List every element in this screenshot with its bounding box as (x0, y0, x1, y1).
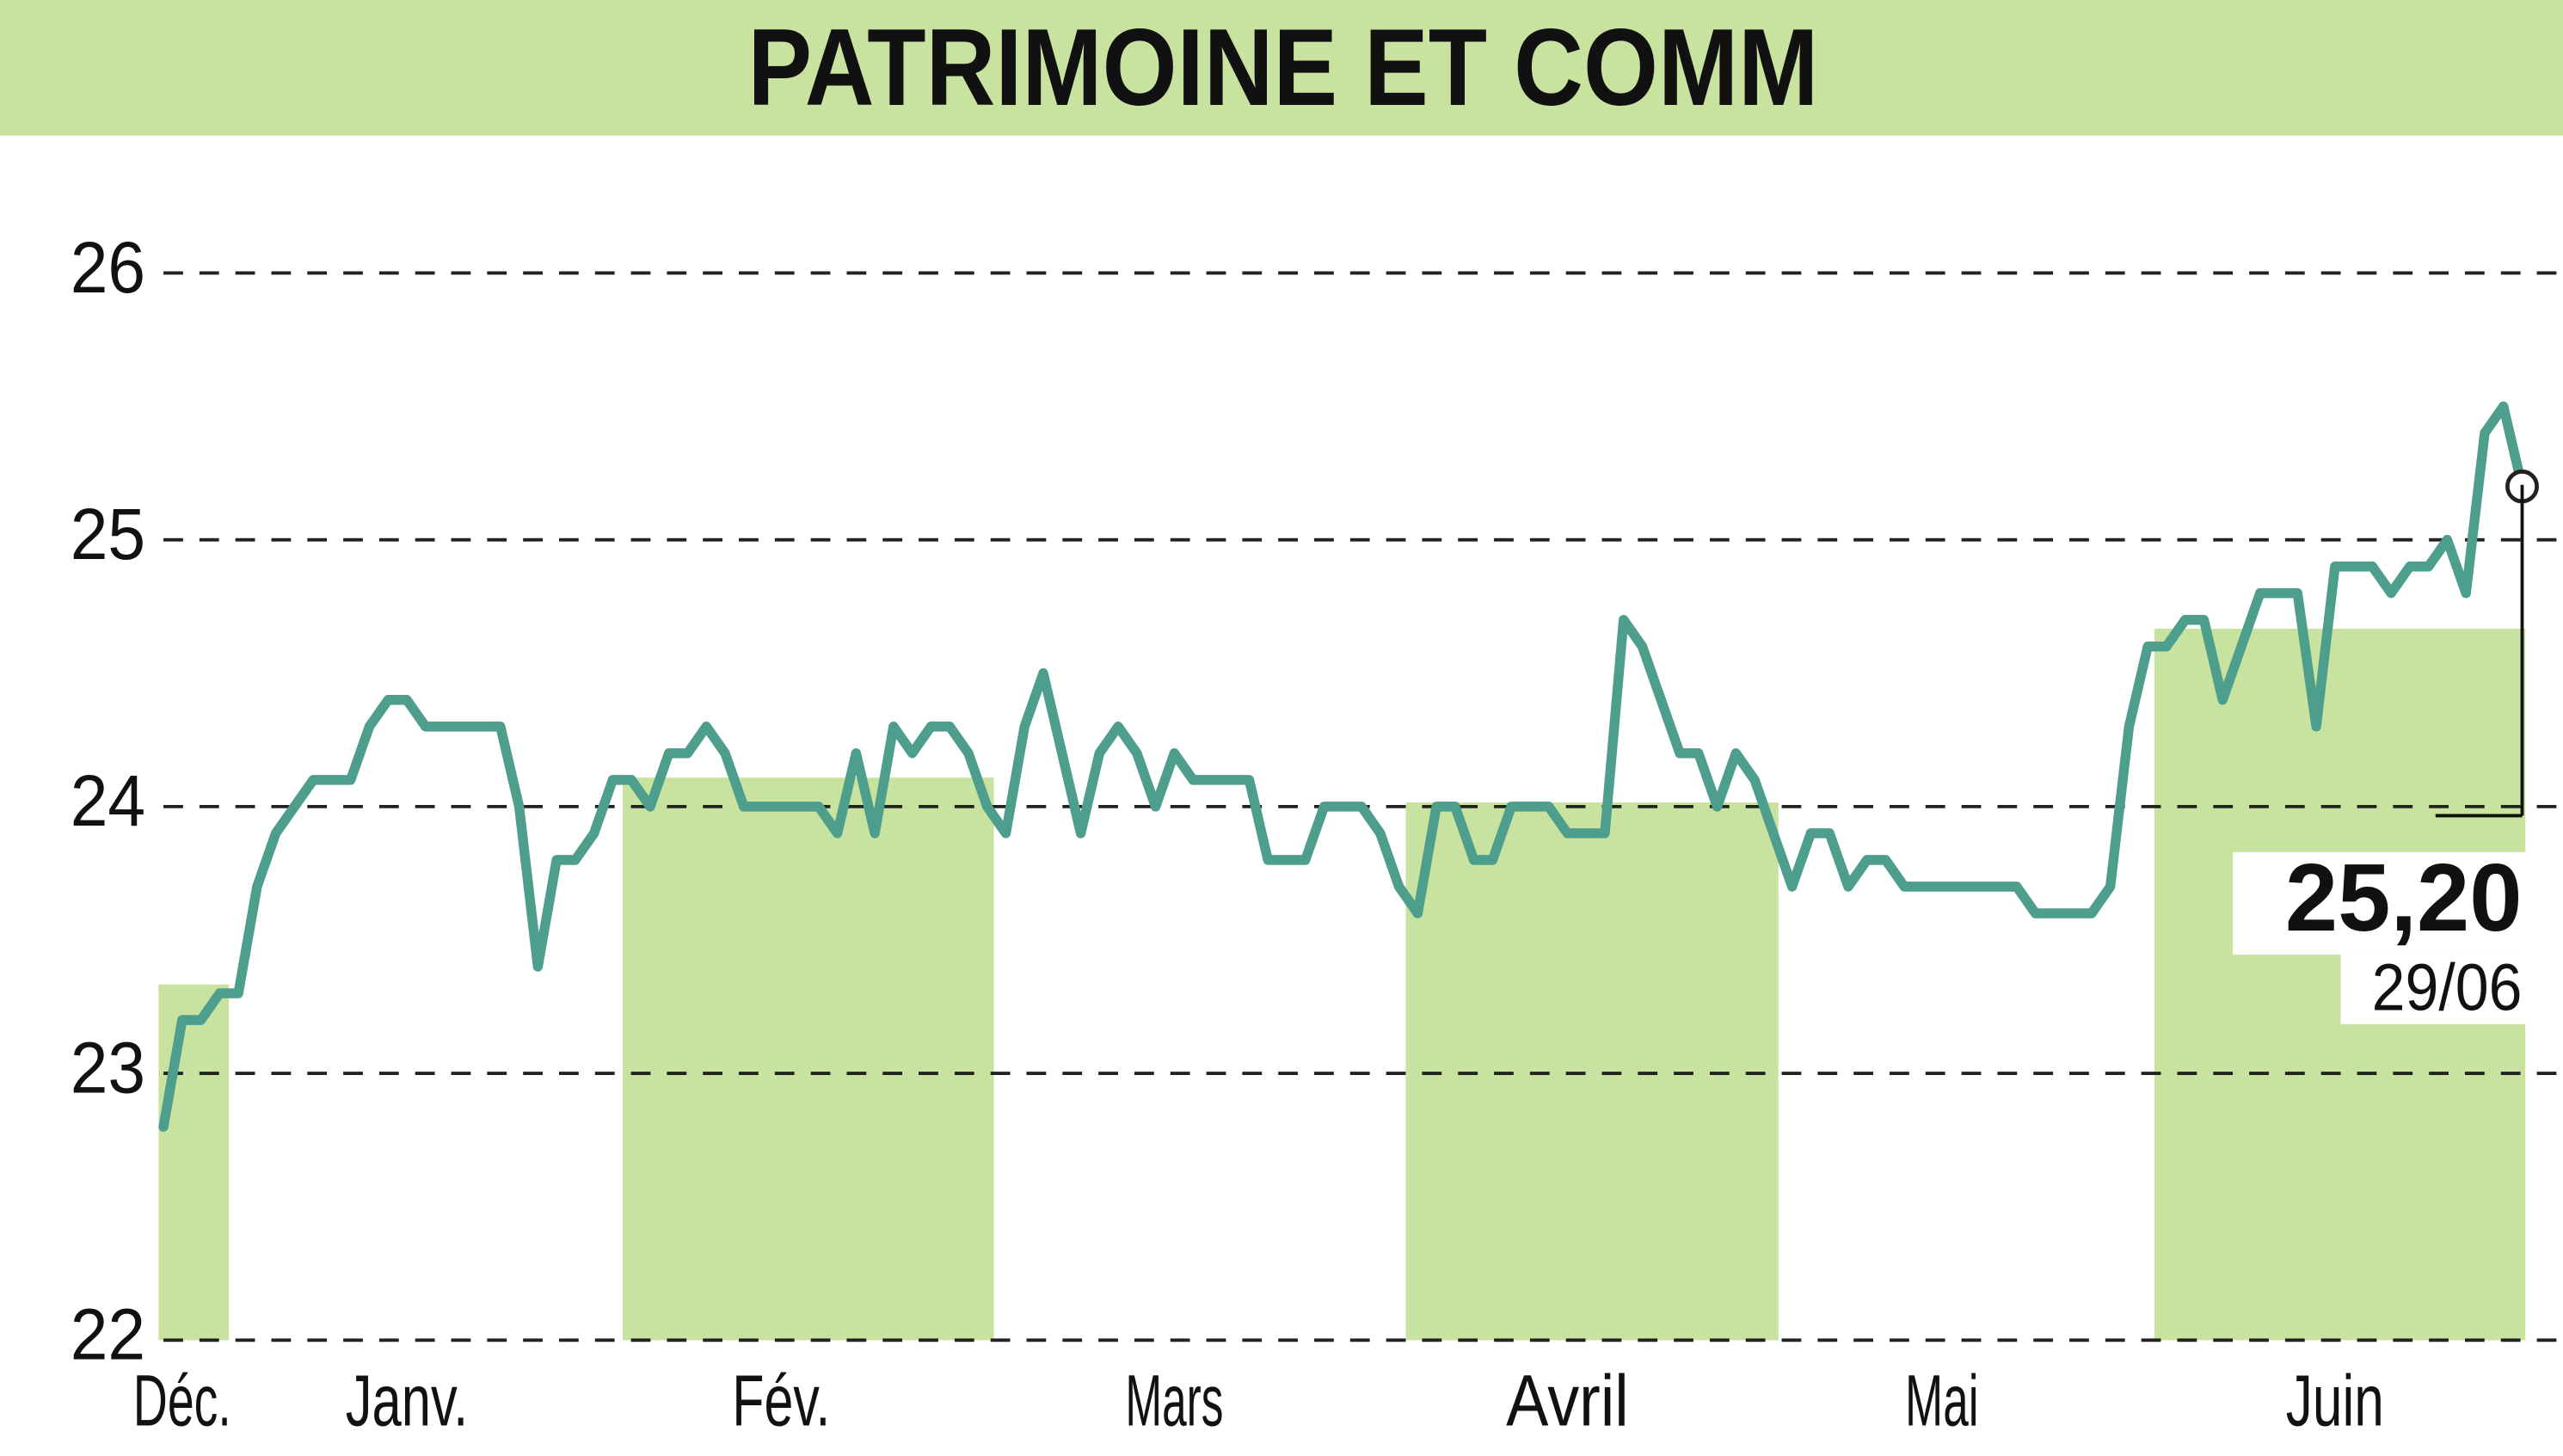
y-tick-label: 24 (71, 760, 145, 842)
month-band (623, 777, 994, 1341)
y-tick-label: 22 (71, 1293, 145, 1375)
x-tick-label: Mars (1125, 1360, 1223, 1441)
x-tick-label: Déc. (133, 1360, 231, 1441)
month-band (158, 984, 230, 1341)
label-box (2340, 955, 2528, 1024)
y-tick-label: 23 (71, 1027, 145, 1109)
x-tick-label: Avril (1506, 1360, 1629, 1441)
label-box (2233, 851, 2528, 955)
last-value-label: 25,20 (2285, 844, 2523, 951)
last-date-label: 29/06 (2372, 951, 2523, 1025)
chart-title: PATRIMOINE ET COMM (747, 6, 1818, 128)
month-band (1405, 802, 1779, 1341)
y-tick-label: 25 (71, 494, 145, 575)
month-bands (158, 629, 2526, 1341)
x-tick-label: Janv. (346, 1360, 469, 1441)
x-tick-label: Fév. (732, 1360, 830, 1441)
x-tick-label: Juin (2286, 1360, 2384, 1441)
title-bar (0, 0, 2563, 136)
price-line (158, 401, 2528, 1132)
y-tick-label: 26 (71, 226, 145, 308)
x-tick-label: Mai (1905, 1360, 1979, 1441)
